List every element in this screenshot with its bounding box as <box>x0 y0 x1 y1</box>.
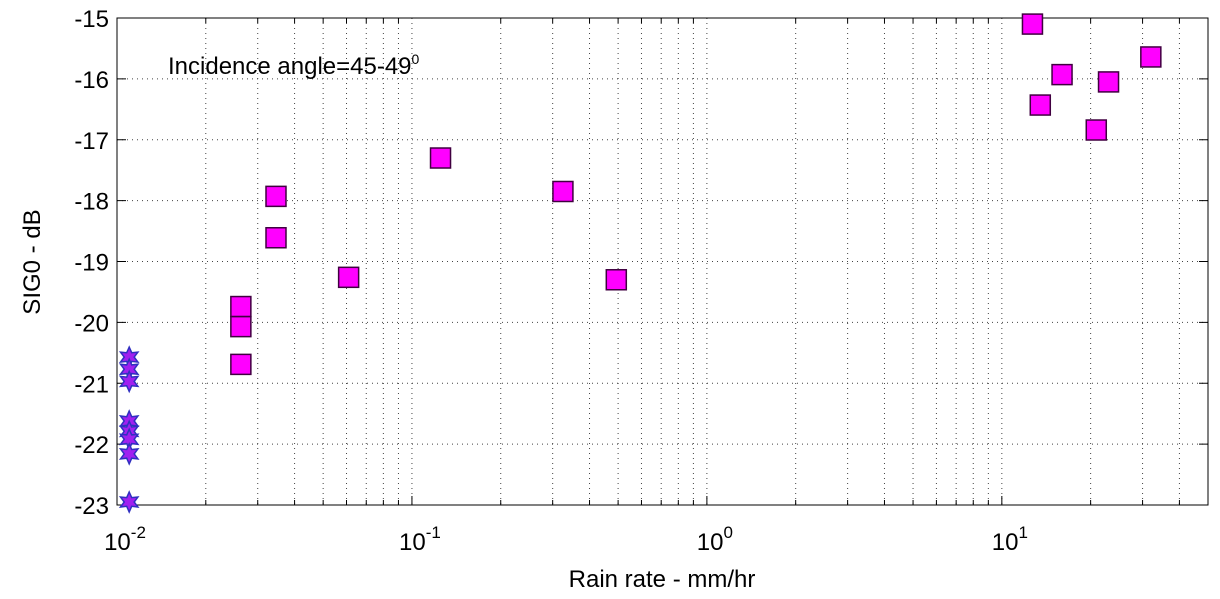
square-marker <box>230 295 252 318</box>
square-marker <box>1140 46 1162 68</box>
star-marker <box>118 490 140 514</box>
x-tick-power: 0 <box>724 523 733 542</box>
square-marker <box>337 266 360 289</box>
x-tick-power: 1 <box>1018 523 1027 542</box>
y-tick-label: -15 <box>74 6 109 33</box>
x-tick-label: 101 <box>992 523 1028 556</box>
x-tick-base: 10 <box>104 529 131 556</box>
plot-frame <box>116 17 1209 506</box>
square-marker <box>1021 13 1044 35</box>
square-marker <box>429 147 452 169</box>
square-marker <box>1097 71 1120 93</box>
square-marker <box>552 180 574 203</box>
x-tick-base: 10 <box>697 529 724 556</box>
x-tick-label: 10-1 <box>399 523 441 556</box>
annotation-text: Incidence angle=45-49 <box>168 53 412 80</box>
x-tick-power: -2 <box>131 523 146 542</box>
square-marker <box>1029 94 1052 116</box>
x-tick-label: 10-2 <box>104 523 146 556</box>
y-tick-label: -22 <box>74 432 109 459</box>
square-marker <box>265 185 287 208</box>
square-marker <box>230 315 252 338</box>
y-axis-label: SIG0 - dB <box>19 209 46 314</box>
square-marker <box>1051 63 1073 86</box>
y-tick-label: -16 <box>74 67 109 94</box>
x-tick-label: 100 <box>697 523 733 556</box>
star-marker <box>118 369 140 394</box>
y-tick-label: -18 <box>74 189 109 216</box>
x-tick-base: 10 <box>992 529 1019 556</box>
y-tick-label: -23 <box>74 493 109 520</box>
square-marker <box>265 227 287 249</box>
square-marker <box>605 269 628 291</box>
y-tick-label: -21 <box>74 371 109 398</box>
star-marker <box>118 442 140 466</box>
x-axis-label: Rain rate - mm/hr <box>569 566 756 593</box>
y-tick-label: -19 <box>74 250 109 277</box>
x-tick-base: 10 <box>399 529 426 556</box>
y-tick-label: -17 <box>74 128 109 155</box>
square-marker <box>1085 119 1108 141</box>
square-marker <box>230 353 252 376</box>
y-tick-label: -20 <box>74 310 109 337</box>
annotation: Incidence angle=45-490 <box>168 51 420 80</box>
annotation-superscript: 0 <box>412 51 420 67</box>
x-tick-power: -1 <box>426 523 441 542</box>
